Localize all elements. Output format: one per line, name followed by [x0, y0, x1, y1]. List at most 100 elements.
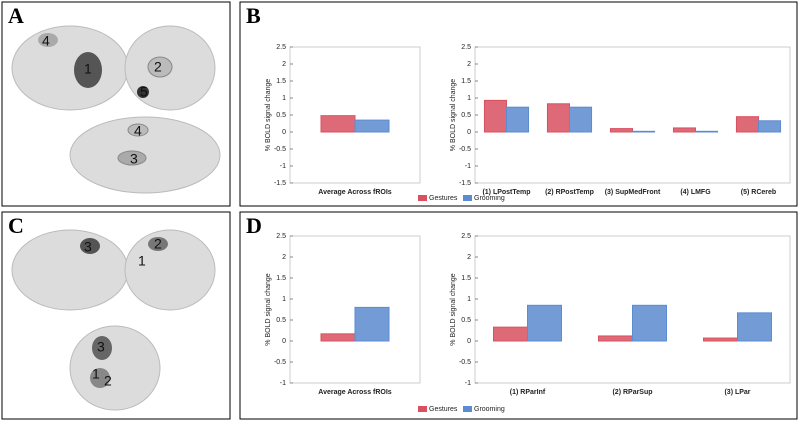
legend-swatch: [463, 406, 472, 412]
plot-area: [289, 46, 421, 184]
brain-label: 3: [84, 239, 92, 255]
panel-b-frame: [239, 1, 798, 207]
y-tick-label: 0: [282, 129, 286, 136]
bar: [598, 335, 633, 342]
y-tick-label: 1.5: [276, 275, 286, 282]
y-tick-label: 0.5: [461, 112, 471, 119]
legend-swatch: [418, 406, 427, 412]
bar: [632, 130, 656, 133]
y-tick-label: -0.5: [459, 146, 471, 153]
y-tick-label: 2: [467, 254, 471, 261]
x-tick-label: Average Across fROIs: [318, 389, 392, 396]
plot-area: [474, 46, 791, 184]
y-tick-label: 1: [467, 296, 471, 303]
brain-label: 4: [134, 123, 142, 139]
panel-c-frame: [1, 211, 231, 420]
bar: [695, 130, 719, 133]
y-axis-label: % BOLD signal change: [265, 273, 272, 345]
y-tick-label: 0: [467, 129, 471, 136]
brain-label: 1: [92, 366, 100, 382]
y-tick-label: 0.5: [276, 317, 286, 324]
bar: [737, 312, 772, 342]
x-tick-label: (3) SupMedFront: [605, 189, 661, 196]
x-tick-label: (2) RParSup: [612, 389, 652, 396]
bar: [758, 120, 782, 133]
legend-swatch: [418, 195, 427, 201]
bar: [354, 306, 390, 342]
y-tick-label: 0: [282, 338, 286, 345]
y-tick-label: 2.5: [461, 233, 471, 240]
y-tick-label: 2: [467, 61, 471, 68]
bar: [493, 326, 528, 342]
brain-label: 2: [154, 236, 162, 252]
x-tick-label: Average Across fROIs: [318, 189, 392, 196]
y-tick-label: 1: [467, 95, 471, 102]
legend-label: Gestures: [429, 406, 458, 413]
bar: [569, 106, 593, 133]
x-tick-label: (4) LMFG: [680, 189, 711, 196]
bar: [632, 304, 667, 342]
bar: [506, 106, 530, 133]
y-tick-label: 2.5: [276, 233, 286, 240]
brain-label: 2: [104, 373, 112, 389]
panel-letter: A: [8, 3, 24, 28]
y-tick-label: -1: [465, 380, 471, 387]
bar: [483, 99, 508, 133]
legend-label: Gestures: [429, 195, 458, 202]
bar: [354, 119, 390, 133]
brain-label: 1: [84, 61, 92, 77]
brain-label: 3: [97, 339, 105, 355]
panel-d-frame: [239, 211, 798, 420]
brain-label: 1: [138, 253, 146, 269]
y-tick-label: -0.5: [459, 359, 471, 366]
legend-label: Grooming: [474, 195, 505, 202]
bar: [703, 337, 738, 342]
y-tick-label: 1.5: [461, 275, 471, 282]
y-tick-label: 1.5: [461, 78, 471, 85]
x-tick-label: (1) RParInf: [510, 389, 546, 396]
brain-images-a: [11, 25, 221, 194]
y-tick-label: -1: [280, 163, 286, 170]
y-tick-label: -1: [465, 163, 471, 170]
y-tick-label: -1.5: [459, 180, 471, 187]
y-tick-label: 0.5: [461, 317, 471, 324]
brain-label: 5: [140, 84, 148, 100]
y-axis-label: % BOLD signal change: [450, 273, 457, 345]
y-tick-label: 1: [282, 296, 286, 303]
y-tick-label: 2: [282, 254, 286, 261]
y-tick-label: -1: [280, 380, 286, 387]
bar: [527, 304, 562, 342]
bar: [320, 115, 356, 133]
bar: [735, 116, 760, 133]
panel-letter: C: [8, 213, 24, 238]
y-tick-label: -1.5: [274, 180, 286, 187]
brain-label: 4: [42, 33, 50, 49]
y-tick-label: -0.5: [274, 146, 286, 153]
x-tick-label: (5) RCereb: [741, 189, 776, 196]
y-tick-label: 2: [282, 61, 286, 68]
legend-swatch: [463, 195, 472, 201]
y-tick-label: 2.5: [461, 44, 471, 51]
panel-letter: B: [246, 3, 261, 28]
x-tick-label: (1) LPostTemp: [482, 189, 530, 196]
panel-letter: D: [246, 213, 262, 238]
bar: [546, 103, 571, 133]
bar: [320, 333, 356, 342]
y-tick-label: -0.5: [274, 359, 286, 366]
x-tick-label: (2) RPostTemp: [545, 189, 594, 196]
y-tick-label: 2.5: [276, 44, 286, 51]
bar: [672, 127, 697, 133]
bar: [609, 128, 634, 133]
y-tick-label: 1: [282, 95, 286, 102]
x-tick-label: (3) LPar: [724, 389, 750, 396]
y-tick-label: 1.5: [276, 78, 286, 85]
legend-label: Grooming: [474, 406, 505, 413]
y-axis-label: % BOLD signal change: [265, 79, 272, 151]
y-axis-label: % BOLD signal change: [450, 79, 457, 151]
brain-label: 2: [154, 59, 162, 75]
panel-a-frame: [1, 1, 231, 207]
y-tick-label: 0: [467, 338, 471, 345]
y-tick-label: 0.5: [276, 112, 286, 119]
brain-images-c: [11, 229, 216, 411]
